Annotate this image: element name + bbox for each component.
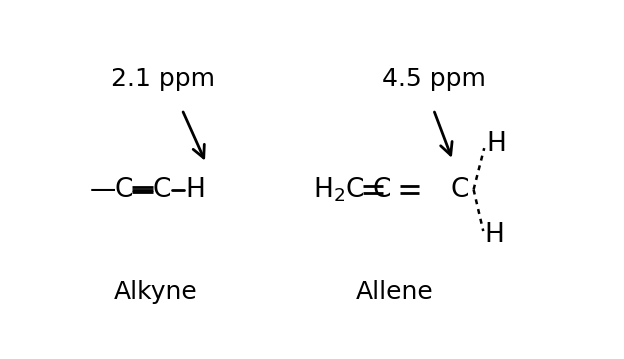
Text: C: C — [372, 177, 391, 202]
Text: H: H — [185, 177, 205, 202]
Text: C: C — [451, 177, 469, 202]
Text: —: — — [90, 177, 116, 202]
Text: H: H — [484, 222, 504, 248]
Text: H: H — [487, 131, 507, 157]
Text: C: C — [114, 177, 133, 202]
Text: Alkyne: Alkyne — [114, 280, 197, 304]
Text: H$_2$C: H$_2$C — [313, 175, 364, 204]
Text: 2.1 ppm: 2.1 ppm — [110, 67, 215, 91]
Text: Allene: Allene — [356, 280, 434, 304]
Text: C: C — [153, 177, 172, 202]
Text: 4.5 ppm: 4.5 ppm — [381, 67, 485, 91]
